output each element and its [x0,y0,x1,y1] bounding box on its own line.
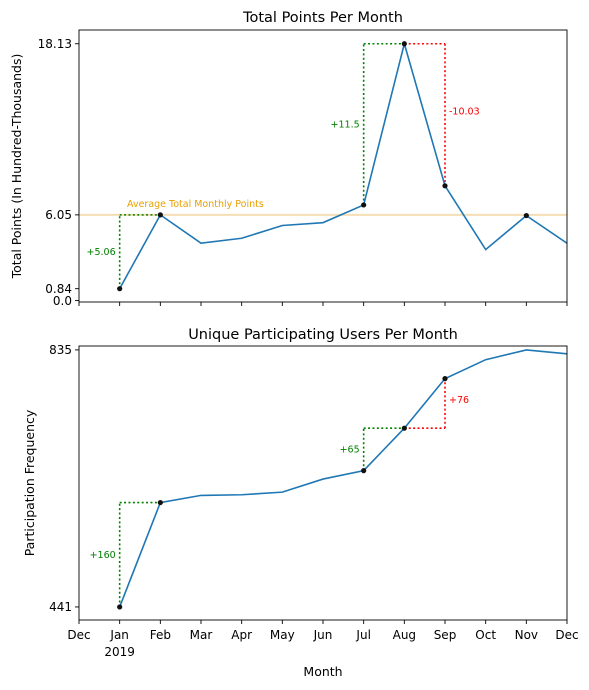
y-tick-label: 0.84 [45,282,72,296]
series-line [118,40,567,290]
y-tick-label: 6.05 [45,208,72,222]
y-tick-label: 835 [49,343,72,357]
data-point [361,468,367,474]
x-axis-label: Month [303,664,342,679]
data-point [442,183,448,189]
delta-label: +76 [449,395,469,406]
x-tick-label: Sep [434,628,457,642]
x-tick-label: Dec [67,628,90,642]
delta-label: +5.06 [87,247,116,258]
delta-label: +160 [90,550,116,561]
x-year-label: 2019 [104,645,135,659]
x-tick-label: Jul [355,628,370,642]
x-tick-label: Dec [555,628,578,642]
x-tick-label: Nov [515,628,538,642]
delta-label: -10.03 [449,107,480,118]
data-point [157,212,163,218]
total-points-chart: Total Points Per Month Total Points (In H… [9,10,568,308]
plot-frame [78,29,568,303]
delta-label: +11.5 [331,119,360,130]
x-tick-label: Oct [475,628,496,642]
data-point [401,425,407,431]
x-tick-label: Mar [190,628,213,642]
y-axis-label: Total Points (In Hundred-Thousands) [9,54,24,280]
data-point [117,286,123,292]
x-tick-label: Feb [150,628,171,642]
x-tick-label: Jun [313,628,333,642]
data-point [523,212,529,219]
x-tick-label: Apr [231,628,252,642]
data-point [401,41,407,47]
data-point [442,376,448,382]
x-tick-label: Aug [393,628,416,642]
y-tick-label: 18.13 [38,37,72,51]
x-tick-label: May [270,628,295,642]
y-tick-label: 441 [49,600,72,614]
participating-users-chart: Unique Participating Users Per Month Part… [22,327,579,679]
y-axis-label: Participation Frequency [22,409,37,556]
y-tick-label: 0.0 [53,294,72,308]
series-line [118,349,567,608]
average-line-label: Average Total Monthly Points [127,199,264,210]
plot-frame [78,345,568,621]
delta-label: +65 [340,444,360,455]
data-point [157,499,163,506]
x-tick-label: Jan [109,628,129,642]
chart-title: Unique Participating Users Per Month [188,327,458,343]
data-point [117,604,123,610]
chart-title: Total Points Per Month [242,10,403,26]
data-point [361,202,367,208]
